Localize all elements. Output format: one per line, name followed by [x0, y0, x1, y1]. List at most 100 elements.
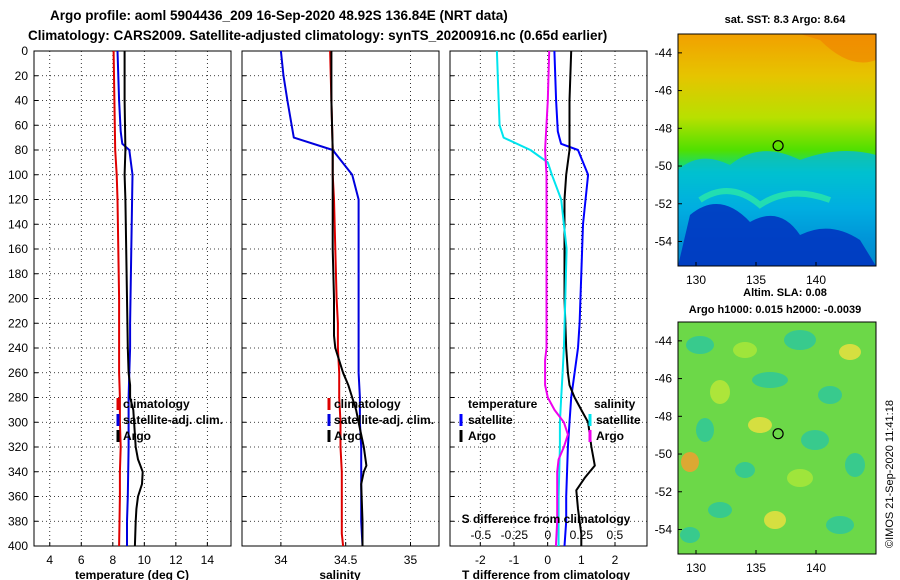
x-tick-label: -1	[509, 553, 520, 567]
depth-tick-label: 360	[8, 490, 28, 504]
depth-tick-label: 340	[8, 465, 28, 479]
lon-tick-label: 140	[806, 273, 826, 287]
depth-tick-label: 400	[8, 539, 28, 553]
x-tick-label: 12	[169, 553, 183, 567]
lon-tick-label: 135	[746, 561, 766, 575]
lat-tick-label: -52	[655, 197, 673, 211]
sla-anomaly-blob	[708, 502, 732, 518]
legend-satellite-label: satellite-adj. clim.	[123, 413, 223, 427]
sst-map-panel: sat. SST: 8.3 Argo: 8.64 -44 -46 -48 -50 -52…	[655, 14, 877, 287]
sla-anomaly-blob	[784, 330, 816, 350]
x-tick-label: 2	[612, 553, 619, 567]
series-line-argo	[330, 51, 368, 546]
sla-map-subtitle: Argo h1000: 0.015 h2000: -0.0039	[689, 304, 861, 316]
legend-argo-label: Argo	[334, 429, 362, 443]
salinity-legend: climatology satellite-adj. clim. Argo	[327, 397, 434, 443]
lon-tick-label: 140	[806, 561, 826, 575]
legend-s-argo-label: Argo	[596, 429, 624, 443]
difference-axes-frame	[449, 50, 648, 547]
difference-legend: temperature satellite Argo salinity sate…	[459, 397, 641, 443]
t-difference-xlabel: T difference from climatology	[462, 568, 630, 580]
lat-tick-label: -44	[655, 46, 673, 60]
depth-tick-label: 80	[15, 143, 29, 157]
legend-temperature-title: temperature	[468, 397, 538, 411]
sla-anomaly-blob	[686, 336, 714, 354]
argo-float-position-marker	[772, 428, 784, 440]
legend-t-satellite-label: satellite	[468, 413, 513, 427]
series-line-s-satellite	[495, 51, 568, 546]
lon-tick-label: 130	[686, 561, 706, 575]
series-line-s-argo	[544, 51, 569, 546]
depth-tick-label: 120	[8, 193, 28, 207]
sst-map-title: sat. SST: 8.3 Argo: 8.64	[725, 14, 847, 26]
series-line-argo	[123, 51, 144, 546]
lat-tick-label: -48	[655, 409, 673, 423]
sla-anomaly-blob	[752, 372, 788, 388]
temperature-xlabel: temperature (deg C)	[75, 568, 189, 580]
depth-tick-label: 240	[8, 341, 28, 355]
depth-tick-label: 0	[21, 44, 28, 58]
sla-anomaly-blob	[826, 516, 854, 534]
lat-tick-label: -54	[655, 234, 673, 248]
temperature-profile-panel: 0 20 40 60 80 100 120 140 160 180 200 220 240 260 280 3…	[8, 44, 232, 580]
sla-anomaly-blob	[748, 417, 772, 433]
temperature-legend: climatology satellite-adj. clim. Argo	[116, 397, 223, 443]
imos-watermark: ©IMOS 21-Sep-2020 11:41:18	[884, 400, 896, 548]
depth-tick-label: 60	[15, 118, 29, 132]
sla-anomaly-blob	[696, 418, 714, 442]
s-diff-tick-label: 0.5	[606, 528, 623, 542]
lat-tick-label: -46	[655, 84, 673, 98]
lat-tick-label: -48	[655, 121, 673, 135]
series-line-satellite-adj-clim-	[279, 51, 364, 546]
x-tick-label: 10	[138, 553, 152, 567]
depth-tick-label: 280	[8, 391, 28, 405]
x-tick-label: 0	[544, 553, 551, 567]
depth-tick-label: 160	[8, 242, 28, 256]
series-line-satellite-adj-clim-	[116, 51, 134, 546]
depth-tick-label: 100	[8, 168, 28, 182]
s-diff-tick-label: 0	[544, 528, 551, 542]
depth-tick-label: 20	[15, 69, 29, 83]
lat-tick-label: -46	[655, 372, 673, 386]
x-tick-label: 6	[78, 553, 85, 567]
sla-anomaly-blob	[818, 386, 842, 404]
x-tick-label: 4	[46, 553, 53, 567]
lat-tick-label: -50	[655, 447, 673, 461]
sst-southern-cold-water	[678, 204, 876, 266]
x-tick-label: 34.5	[334, 553, 358, 567]
legend-climatology-label: climatology	[334, 397, 401, 411]
legend-t-argo-label: Argo	[468, 429, 496, 443]
s-diff-tick-label: -0.5	[470, 528, 491, 542]
lat-tick-label: -50	[655, 159, 673, 173]
sla-anomaly-blob	[845, 453, 865, 477]
lat-tick-label: -52	[655, 485, 673, 499]
sla-anomaly-blob	[839, 344, 861, 360]
x-tick-label: 34	[274, 553, 288, 567]
depth-tick-label: 320	[8, 440, 28, 454]
lat-tick-label: -44	[655, 334, 673, 348]
series-line-climatology	[112, 51, 122, 546]
sst-warm-water	[800, 34, 876, 63]
x-tick-label: 8	[109, 553, 116, 567]
sla-map-frame	[677, 321, 877, 555]
lon-tick-label: 135	[746, 273, 766, 287]
legend-argo-label: Argo	[123, 429, 151, 443]
depth-tick-label: 140	[8, 217, 28, 231]
sla-anomaly-blob	[735, 462, 755, 478]
sla-map-title: Altim. SLA: 0.08	[743, 287, 827, 299]
sla-anomaly-blobs	[680, 330, 865, 543]
salinity-profile-panel: 34 34.5 35 salinity climatology satellite-…	[241, 50, 440, 580]
x-tick-label: 14	[201, 553, 215, 567]
s-diff-tick-label: -0.25	[501, 528, 529, 542]
argo-float-position-marker	[772, 140, 784, 152]
x-tick-label: -2	[475, 553, 486, 567]
s-difference-xlabel: S difference from climatology	[462, 512, 631, 526]
x-tick-label: 1	[578, 553, 585, 567]
depth-tick-label: 220	[8, 316, 28, 330]
lon-tick-label: 130	[686, 273, 706, 287]
lat-tick-label: -54	[655, 522, 673, 536]
salinity-xlabel: salinity	[319, 568, 361, 580]
sst-eddy-filament	[698, 188, 832, 209]
salinity-axes-frame	[241, 50, 440, 547]
